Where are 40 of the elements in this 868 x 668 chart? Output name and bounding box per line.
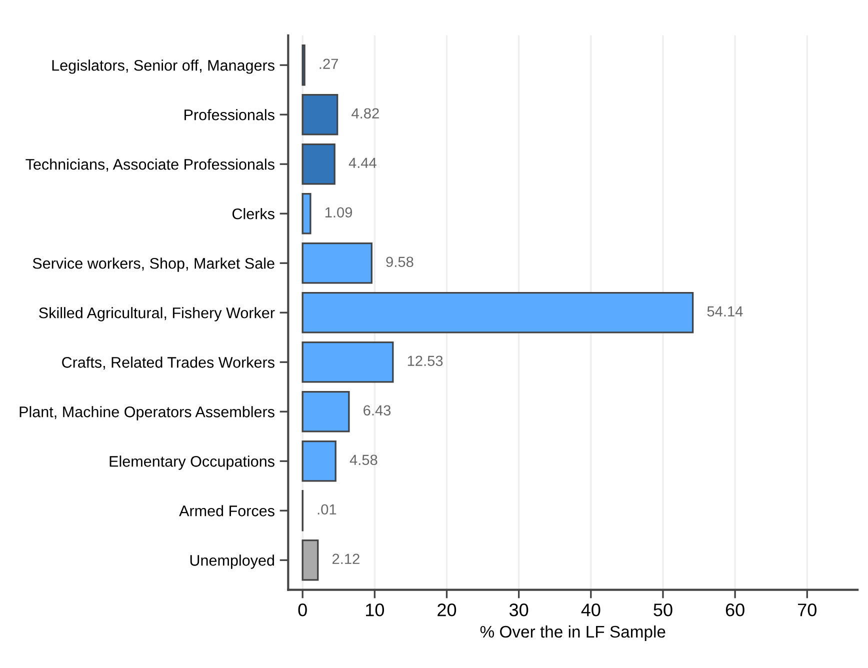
data-label: 54.14 (707, 306, 743, 317)
data-label: 6.43 (364, 405, 391, 416)
bar (302, 440, 336, 482)
bar (302, 94, 338, 136)
x-tick-label: 0 (298, 604, 307, 616)
x-axis-title: % Over the in LF Sample (480, 625, 666, 641)
y-tick-label: Technicians, Associate Professionals (26, 158, 274, 172)
y-tick-label: Legislators, Senior off, Managers (52, 60, 274, 74)
bar (302, 292, 694, 334)
data-label: 4.44 (348, 158, 376, 168)
data-label: 9.58 (386, 256, 414, 268)
y-tick-label: Skilled Agricultural, Fishery Worker (39, 307, 275, 322)
bar (302, 192, 312, 234)
x-tick-label: 30 (509, 604, 528, 616)
x-tick-label: 70 (798, 604, 816, 616)
x-tick-label: 50 (654, 604, 672, 616)
data-label: 4.58 (350, 454, 378, 466)
data-label: 1.09 (325, 207, 352, 218)
x-tick-label: 40 (581, 604, 600, 616)
y-tick-label: Clerks (232, 208, 274, 220)
y-tick-label: Armed Forces (179, 505, 274, 516)
data-label: 12.53 (408, 356, 443, 366)
y-tick-label: Unemployed (190, 554, 274, 569)
data-label: .01 (318, 504, 336, 515)
x-tick-label: 20 (438, 604, 456, 616)
y-tick-label: Plant, Machine Operators Assemblers (20, 406, 274, 420)
x-tick-label: 60 (726, 604, 744, 616)
y-tick-label: Service workers, Shop, Market Sale (32, 258, 274, 272)
bar (302, 143, 336, 185)
x-tick-label: 10 (366, 604, 384, 616)
y-tick-label: Crafts, Related Trades Workers (62, 356, 274, 370)
bar (302, 540, 319, 581)
y-tick-label: Elementary Occupations (110, 456, 274, 470)
data-label: 4.82 (352, 108, 379, 119)
data-label: 2.12 (332, 554, 360, 564)
bar (302, 341, 394, 383)
bar (302, 242, 372, 284)
y-tick-label: Professionals (184, 109, 274, 120)
data-label: .27 (320, 58, 338, 69)
bar (302, 390, 350, 432)
